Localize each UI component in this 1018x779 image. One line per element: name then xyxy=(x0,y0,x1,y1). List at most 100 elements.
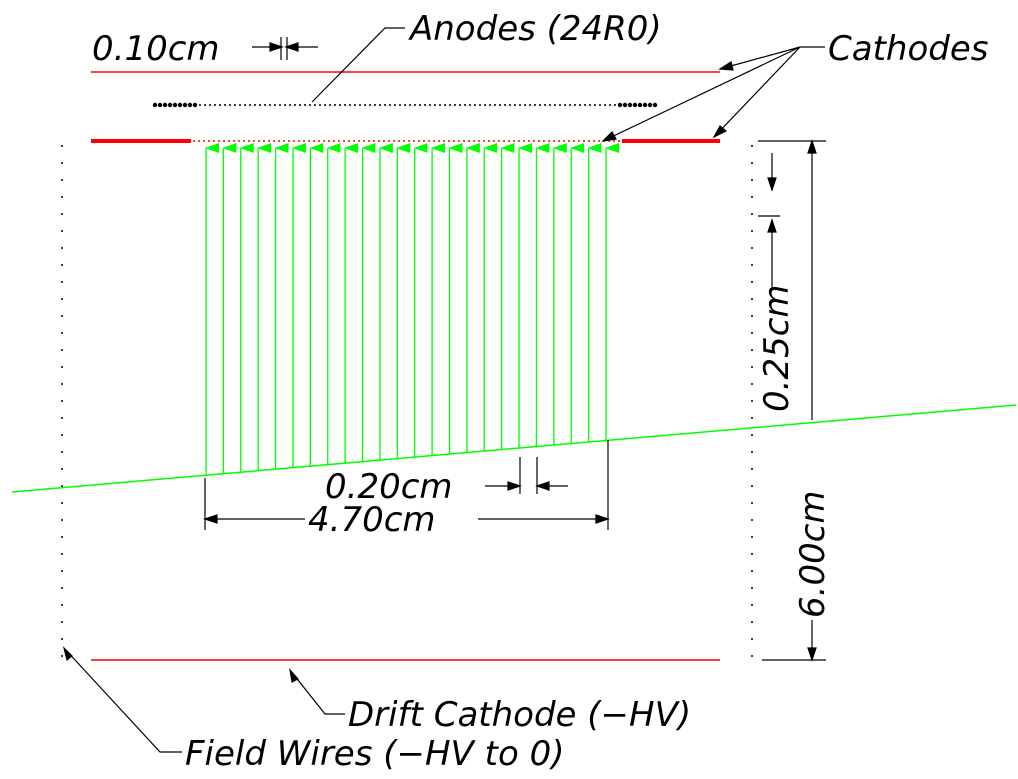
anode-wire xyxy=(642,102,648,108)
cathode-strip xyxy=(308,140,310,142)
field-wires-right xyxy=(751,145,753,657)
anode-wire xyxy=(294,104,296,106)
cathode-strip xyxy=(528,140,530,142)
anode-gap-label: 0.10cm xyxy=(92,29,220,69)
field-wire xyxy=(751,230,753,232)
anode-wire xyxy=(364,104,366,106)
cathode-strip xyxy=(408,140,410,142)
anode-wire xyxy=(617,102,623,108)
cathode-strip xyxy=(588,140,590,142)
anode-wire xyxy=(559,104,561,106)
cathode-strip xyxy=(293,140,295,142)
field-wire xyxy=(61,366,63,368)
anode-wire xyxy=(334,104,336,106)
anode-wires xyxy=(152,102,658,108)
field-wire xyxy=(751,366,753,368)
anode-wire xyxy=(529,104,531,106)
field-wire xyxy=(61,315,63,317)
cathode-strip xyxy=(538,140,540,142)
field-wire xyxy=(751,621,753,623)
anode-wire xyxy=(622,102,628,108)
anode-wire xyxy=(484,104,486,106)
field-wire xyxy=(751,638,753,640)
field-wire xyxy=(61,604,63,606)
anode-wire xyxy=(524,104,526,106)
anode-wire xyxy=(379,104,381,106)
cathode-strip xyxy=(523,140,525,142)
anode-wire xyxy=(509,104,511,106)
anode-wire xyxy=(637,102,643,108)
field-wire xyxy=(61,281,63,283)
anode-wire xyxy=(329,104,331,106)
cathode-strip xyxy=(338,140,340,142)
field-wire xyxy=(751,655,753,657)
cathode-strip xyxy=(203,140,205,142)
anode-wire xyxy=(444,104,446,106)
cathode-strip xyxy=(283,140,285,142)
anode-wire xyxy=(554,104,556,106)
drift-cathode-label: Drift Cathode (−HV) xyxy=(348,695,691,735)
cathode-strip xyxy=(353,140,355,142)
cathode-strip xyxy=(513,140,515,142)
anode-wire xyxy=(404,104,406,106)
field-wire xyxy=(751,145,753,147)
cathode-strip xyxy=(228,140,230,142)
cathode-strip xyxy=(573,140,575,142)
anode-wire xyxy=(157,102,163,108)
cathode-strip xyxy=(493,140,495,142)
cathode-strip xyxy=(593,140,595,142)
anode-wire xyxy=(249,104,251,106)
anode-wire xyxy=(409,104,411,106)
anode-wire xyxy=(599,104,601,106)
field-wire xyxy=(751,383,753,385)
field-wire xyxy=(751,604,753,606)
field-wire xyxy=(751,502,753,504)
cathode-strip xyxy=(478,140,480,142)
field-wire xyxy=(751,468,753,470)
anode-wire xyxy=(162,102,168,108)
cathode-strip-dots xyxy=(193,140,620,142)
anode-wire xyxy=(464,104,466,106)
anode-wire xyxy=(314,104,316,106)
anode-wire xyxy=(359,104,361,106)
cathode-strip xyxy=(333,140,335,142)
cathode-strip xyxy=(268,140,270,142)
anode-wire xyxy=(594,104,596,106)
anode-wire xyxy=(419,104,421,106)
anode-wire xyxy=(192,102,198,108)
anode-wire xyxy=(504,104,506,106)
cathode-strip xyxy=(273,140,275,142)
anode-wire xyxy=(172,102,178,108)
anode-wire xyxy=(499,104,501,106)
anode-wire xyxy=(324,104,326,106)
anode-wire xyxy=(454,104,456,106)
anode-wire xyxy=(339,104,341,106)
field-wires-left xyxy=(61,145,63,657)
cathode-strip xyxy=(383,140,385,142)
cathode-strip xyxy=(413,140,415,142)
field-wire xyxy=(61,570,63,572)
cathode-strip xyxy=(298,140,300,142)
cathode-strip xyxy=(398,140,400,142)
field-wire xyxy=(61,145,63,147)
anode-wire xyxy=(214,104,216,106)
cathode-strip xyxy=(558,140,560,142)
cathode-strip xyxy=(613,140,615,142)
field-wire xyxy=(751,553,753,555)
anode-wire xyxy=(349,104,351,106)
anode-wire xyxy=(374,104,376,106)
field-wire xyxy=(751,417,753,419)
cathode-strip xyxy=(303,140,305,142)
anode-wire xyxy=(389,104,391,106)
cathode-strip xyxy=(373,140,375,142)
cathode-strip xyxy=(288,140,290,142)
anode-wire xyxy=(534,104,536,106)
field-wire xyxy=(61,196,63,198)
field-wire xyxy=(751,451,753,453)
anode-wire xyxy=(369,104,371,106)
anode-wire xyxy=(569,104,571,106)
anode-wire xyxy=(269,104,271,106)
cathode-strip xyxy=(343,140,345,142)
field-wire xyxy=(61,247,63,249)
